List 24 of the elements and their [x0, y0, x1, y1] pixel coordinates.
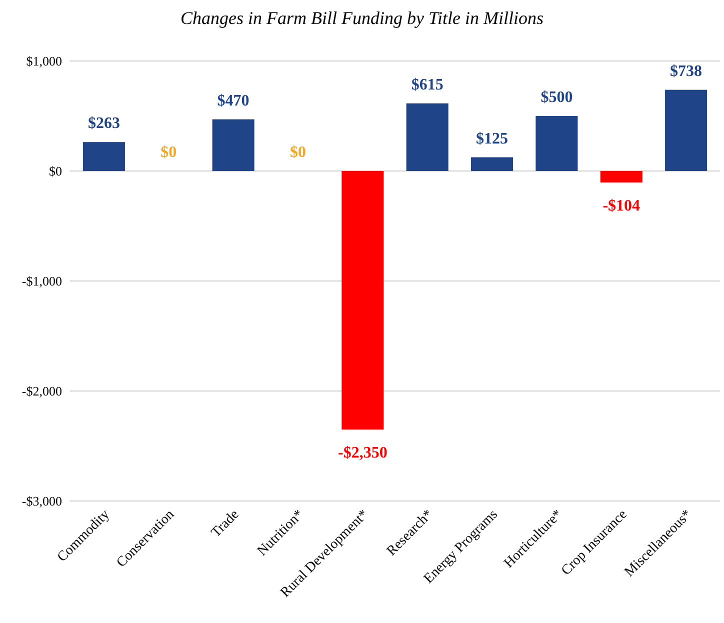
y-tick-label: -$2,000: [22, 384, 62, 399]
data-label: $263: [88, 115, 120, 132]
y-tick-label: $1,000: [26, 54, 62, 69]
y-tick-label: -$3,000: [22, 494, 62, 509]
bar: [406, 103, 448, 171]
bar: [470, 157, 514, 171]
data-label: $615: [411, 76, 444, 94]
bar: [342, 171, 384, 430]
data-label: $0: [160, 144, 177, 161]
bar: [212, 119, 254, 171]
y-tick-label: -$1,000: [22, 274, 62, 289]
chart-title: Changes in Farm Bill Funding by Title in Millions: [180, 8, 544, 28]
bar: [665, 90, 708, 171]
bar: [536, 116, 578, 171]
data-label: -$104: [602, 197, 640, 214]
bar: [600, 171, 642, 182]
data-label: $0: [290, 144, 306, 161]
data-label: -$2,350: [338, 444, 388, 462]
y-tick-label: $0: [49, 164, 62, 179]
bar: [82, 142, 125, 171]
data-label: $500: [540, 89, 573, 106]
data-label: $125: [476, 130, 508, 148]
data-label: $738: [670, 62, 702, 80]
data-label: $470: [217, 92, 250, 110]
